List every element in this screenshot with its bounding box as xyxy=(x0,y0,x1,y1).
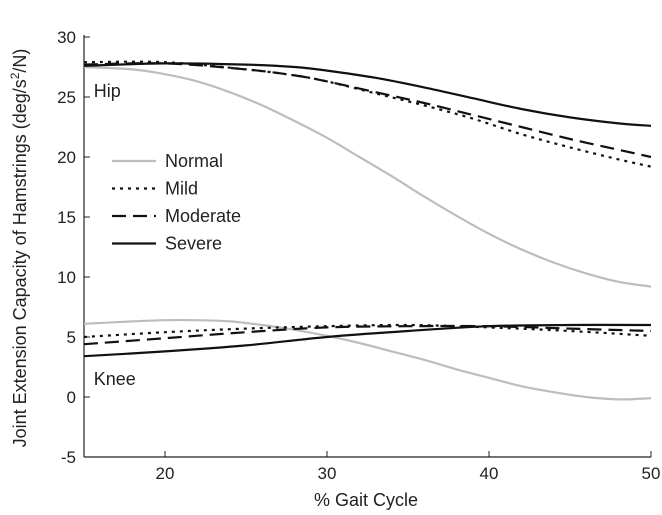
x-axis-title: % Gait Cycle xyxy=(314,490,418,510)
series-line-hip-normal xyxy=(83,65,652,288)
series-line-hip-severe xyxy=(83,62,652,127)
x-tick-label: 30 xyxy=(318,464,337,483)
annotation-knee: Knee xyxy=(94,369,136,389)
series-line-hip-mild xyxy=(83,60,652,168)
legend: Normal Mild Moderate Severe xyxy=(112,151,241,254)
annotation-hip: Hip xyxy=(94,81,121,101)
y-tick-label: 25 xyxy=(57,88,76,107)
series-line-knee-mild xyxy=(83,323,652,339)
series-layer xyxy=(83,60,652,401)
y-axis-title: Joint Extension Capacity of Hamstrings (… xyxy=(8,49,30,448)
series-line-knee-severe xyxy=(83,323,652,358)
legend-label-mild: Mild xyxy=(165,179,198,199)
legend-label-moderate: Moderate xyxy=(165,206,241,226)
x-tick-label: 20 xyxy=(156,464,175,483)
annotations: Hip Knee xyxy=(94,81,136,389)
y-axis-title-tail: /N) xyxy=(10,49,30,73)
y-tick-label: 10 xyxy=(57,268,76,287)
x-tick-label: 50 xyxy=(642,464,661,483)
y-axis-title-main: Joint Extension Capacity of Hamstrings (… xyxy=(10,79,30,447)
y-tick-label: -5 xyxy=(61,448,76,467)
y-tick-label: 15 xyxy=(57,208,76,227)
ticks: -5 0 5 10 15 20 25 30 20 30 40 50 xyxy=(57,28,660,483)
y-tick-label: 30 xyxy=(57,28,76,47)
axes xyxy=(83,35,651,458)
x-tick-label: 40 xyxy=(480,464,499,483)
series-line-knee-normal xyxy=(83,318,652,401)
series-line-hip-moderate xyxy=(83,62,652,159)
y-tick-label: 0 xyxy=(67,388,76,407)
y-tick-label: 20 xyxy=(57,148,76,167)
y-axis-title-sup: 2 xyxy=(8,72,22,79)
y-tick-label: 5 xyxy=(67,328,76,347)
legend-label-severe: Severe xyxy=(165,234,222,254)
legend-label-normal: Normal xyxy=(165,151,223,171)
series-line-knee-moderate xyxy=(83,324,652,346)
